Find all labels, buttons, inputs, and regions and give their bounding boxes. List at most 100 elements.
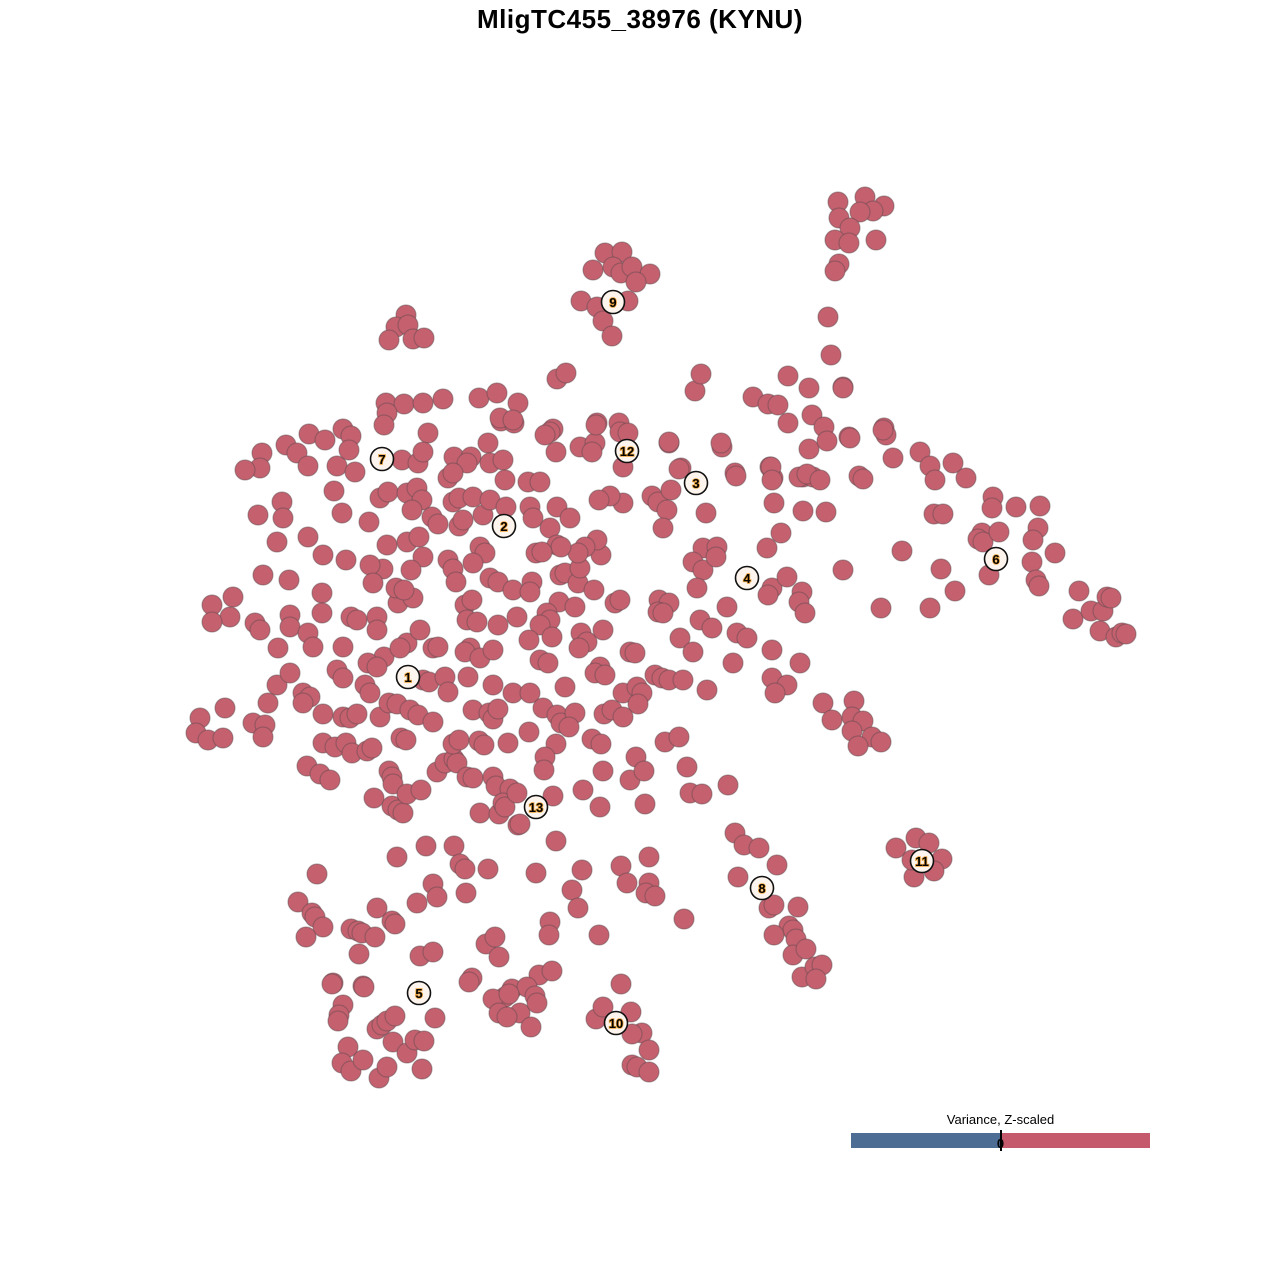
data-point xyxy=(795,938,817,960)
data-point xyxy=(219,606,241,628)
data-point xyxy=(393,579,415,601)
cluster-label-6: 6 xyxy=(983,546,1009,572)
data-point xyxy=(518,629,540,651)
data-point xyxy=(494,796,516,818)
data-point xyxy=(571,859,593,881)
data-point xyxy=(348,943,370,965)
data-point xyxy=(545,830,567,852)
data-point xyxy=(763,924,785,946)
cluster-badge-number: 8 xyxy=(758,881,765,896)
data-point xyxy=(652,602,674,624)
data-point xyxy=(519,682,541,704)
data-point xyxy=(413,327,435,349)
data-point xyxy=(710,432,732,454)
cluster-label-1: 1 xyxy=(395,664,421,690)
data-point xyxy=(366,897,388,919)
data-point xyxy=(924,469,946,491)
data-point xyxy=(373,414,395,436)
colorbar-positive-segment xyxy=(1000,1133,1150,1148)
data-point xyxy=(981,497,1003,519)
data-point xyxy=(331,502,353,524)
cluster-badge-number: 13 xyxy=(529,800,543,815)
data-point xyxy=(756,537,778,559)
data-point xyxy=(311,582,333,604)
data-point xyxy=(764,682,786,704)
data-point xyxy=(757,584,779,606)
data-point xyxy=(817,306,839,328)
data-point xyxy=(572,779,594,801)
data-point xyxy=(346,609,368,631)
data-point xyxy=(583,579,605,601)
data-point xyxy=(400,559,422,581)
data-point xyxy=(482,639,504,661)
data-point xyxy=(406,892,428,914)
data-point xyxy=(930,558,952,580)
data-point xyxy=(638,846,660,868)
data-point xyxy=(594,664,616,686)
data-point xyxy=(691,783,713,805)
data-point xyxy=(412,546,434,568)
data-point xyxy=(652,517,674,539)
data-point xyxy=(442,462,464,484)
data-point xyxy=(338,439,360,461)
data-point xyxy=(424,1007,446,1029)
cluster-badge-circle xyxy=(603,1010,629,1036)
data-point xyxy=(592,996,614,1018)
data-point xyxy=(761,469,783,491)
data-point xyxy=(386,846,408,868)
data-point xyxy=(352,1049,374,1071)
cluster-badge-circle xyxy=(683,470,709,496)
data-point xyxy=(767,394,789,416)
data-point xyxy=(777,365,799,387)
data-point xyxy=(311,602,333,624)
data-point xyxy=(672,669,694,691)
data-point xyxy=(452,509,474,531)
data-point xyxy=(312,916,334,938)
data-point xyxy=(633,760,655,782)
cluster-label-8: 8 xyxy=(749,875,775,901)
colorbar-zero-tick xyxy=(999,1130,1002,1151)
data-point xyxy=(1029,495,1051,517)
data-point xyxy=(455,882,477,904)
data-point xyxy=(409,619,431,641)
data-point xyxy=(644,885,666,907)
data-point xyxy=(705,546,727,568)
cluster-badge-circle xyxy=(983,546,1009,572)
data-point xyxy=(366,619,388,641)
data-point xyxy=(487,698,509,720)
data-point xyxy=(625,271,647,293)
data-point xyxy=(589,796,611,818)
data-point xyxy=(568,637,590,659)
data-point xyxy=(469,802,491,824)
data-point xyxy=(422,941,444,963)
cluster-label-3: 3 xyxy=(683,470,709,496)
data-point xyxy=(412,392,434,414)
data-point xyxy=(427,636,449,658)
data-point xyxy=(872,419,894,441)
cluster-label-10: 10 xyxy=(603,1010,629,1036)
data-point xyxy=(601,325,623,347)
data-point xyxy=(660,479,682,501)
cluster-badge-number: 9 xyxy=(609,295,616,310)
data-point xyxy=(361,737,383,759)
data-point xyxy=(432,388,454,410)
data-point xyxy=(306,863,328,885)
data-point xyxy=(717,774,739,796)
data-point xyxy=(314,429,336,451)
data-point xyxy=(445,571,467,593)
data-point xyxy=(727,866,749,888)
data-point xyxy=(359,682,381,704)
colorbar xyxy=(851,1130,1150,1151)
data-point xyxy=(461,589,483,611)
data-point xyxy=(519,581,541,603)
data-point xyxy=(297,455,319,477)
cluster-badge-number: 7 xyxy=(378,452,385,467)
data-point xyxy=(417,422,439,444)
data-point xyxy=(1100,587,1122,609)
data-point xyxy=(292,692,314,714)
data-point xyxy=(234,459,256,481)
data-point xyxy=(882,447,904,469)
data-point xyxy=(502,409,524,431)
data-point xyxy=(849,201,871,223)
